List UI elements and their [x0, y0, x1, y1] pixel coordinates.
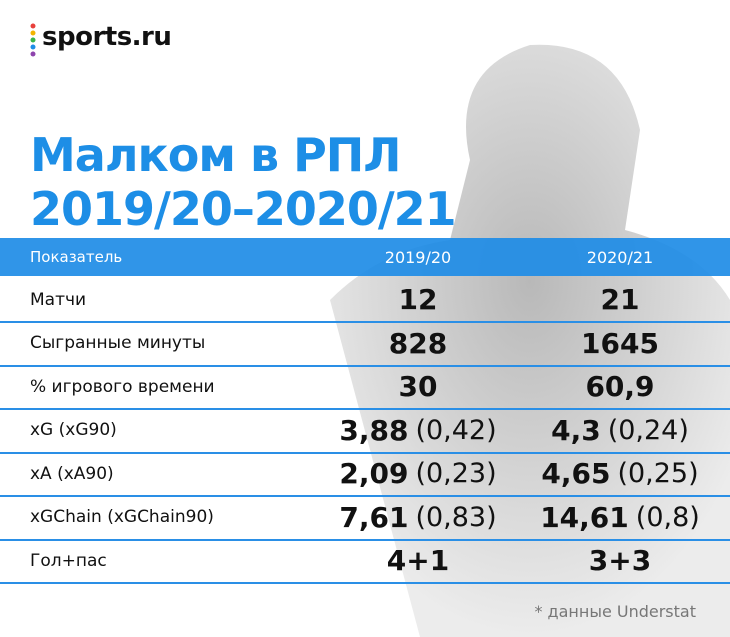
- table-row: xGChain (xGChain90) 7,61 (0,83) 14,61 (0,8): [0, 496, 730, 541]
- value-main: 12: [398, 283, 438, 316]
- value-cell: 12: [303, 278, 533, 321]
- logo-dots: [30, 23, 36, 57]
- logo: sports.ru: [42, 22, 172, 52]
- value-cell: 3+3: [505, 539, 730, 582]
- header-cell: Показатель: [30, 248, 123, 266]
- value-cell: 4,65 (0,25): [505, 452, 730, 495]
- table-row: Гол+пас 4+1 3+3: [0, 539, 730, 584]
- row-label: xGChain (xGChain90): [30, 507, 214, 527]
- value-cell: 2,09 (0,23): [303, 452, 533, 495]
- row-label: Сыгранные минуты: [30, 333, 206, 353]
- table-row: Сыгранные минуты 828 1645: [0, 322, 730, 367]
- value-main: 828: [388, 326, 448, 360]
- value-cell: 4+1: [303, 539, 533, 582]
- header-cell: 2019/20: [384, 247, 452, 267]
- value-sub: (0,83): [415, 501, 497, 533]
- footnote: * данные Understat: [534, 602, 696, 621]
- value-main: 4,3: [551, 413, 601, 447]
- value-main: 60,9: [585, 370, 655, 403]
- value-main: 14,61: [540, 500, 629, 534]
- title-line: 2019/20–2020/21: [30, 182, 457, 236]
- table-row: Матчи 12 21: [0, 278, 730, 323]
- row-label: Гол+пас: [30, 550, 107, 571]
- value-cell: 1645: [505, 322, 730, 365]
- table-row: xG (xG90) 3,88 (0,42) 4,3 (0,24): [0, 409, 730, 454]
- row-label: xA (xA90): [30, 463, 114, 484]
- value-main: 7,61: [339, 500, 409, 534]
- value-cell: 30: [303, 365, 533, 408]
- value-cell: 4,3 (0,24): [505, 409, 730, 452]
- row-label: % игрового времени: [30, 376, 215, 397]
- header-cell: 2020/21: [586, 247, 654, 267]
- value-sub: (0,24): [607, 414, 689, 446]
- table-header: Показатель 2019/20 2020/21: [0, 238, 730, 276]
- value-cell: 60,9: [505, 365, 730, 408]
- value-main: 4,65: [541, 457, 611, 490]
- value-sub: (0,42): [415, 414, 497, 446]
- row-label: Матчи: [30, 289, 87, 310]
- value-main: 3,88: [339, 413, 409, 447]
- value-cell: 7,61 (0,83): [303, 496, 533, 539]
- value-main: 21: [600, 283, 640, 316]
- value-cell: 828: [303, 322, 533, 365]
- table-row: xA (xA90) 2,09 (0,23) 4,65 (0,25): [0, 452, 730, 497]
- value-main: 3+3: [588, 544, 652, 577]
- value-main: 1645: [581, 326, 659, 360]
- value-sub: (0,23): [415, 458, 497, 489]
- title-line: Малком в РПЛ: [30, 128, 401, 182]
- value-main: 4+1: [386, 544, 450, 577]
- value-main: 2,09: [339, 457, 409, 490]
- row-label: xG (xG90): [30, 420, 117, 440]
- value-cell: 14,61 (0,8): [505, 496, 730, 539]
- value-cell: 3,88 (0,42): [303, 409, 533, 452]
- value-sub: (0,8): [635, 501, 700, 533]
- value-cell: 21: [505, 278, 730, 321]
- value-main: 30: [398, 370, 438, 403]
- value-sub: (0,25): [617, 458, 699, 489]
- table-row: % игрового времени 30 60,9: [0, 365, 730, 410]
